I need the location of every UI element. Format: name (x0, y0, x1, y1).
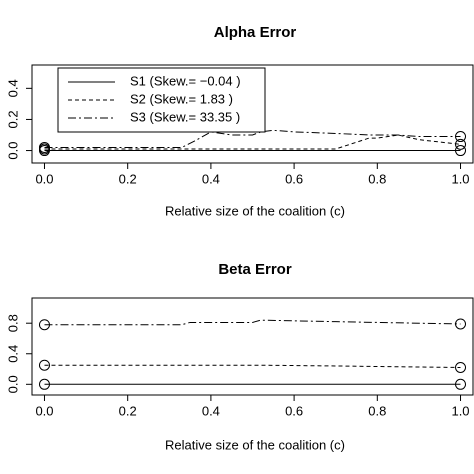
x-tick-label: 0.6 (285, 171, 303, 186)
end-marker (38, 378, 50, 390)
series-line (44, 129, 461, 148)
end-marker (38, 359, 50, 371)
end-marker (455, 378, 467, 390)
x-axis-label: Relative size of the coalition (c) (165, 203, 345, 218)
legend-label: S2 (Skew.= 1.83 ) (130, 91, 233, 106)
series-line (44, 364, 461, 369)
end-marker (455, 318, 467, 330)
plot-frame (31, 297, 474, 396)
x-tick-label: 0.0 (35, 171, 53, 186)
x-tick-label: 0.2 (119, 403, 137, 418)
x-tick-label: 0.8 (368, 171, 386, 186)
x-tick-label: 1.0 (451, 403, 469, 418)
chart-title: Alpha Error (214, 24, 297, 41)
x-tick-label: 0.2 (119, 171, 137, 186)
x-axis-label: Relative size of the coalition (c) (165, 437, 345, 452)
end-marker (455, 362, 467, 374)
chart-title: Beta Error (218, 261, 292, 278)
end-marker (38, 141, 50, 153)
x-tick-label: 0.0 (35, 403, 53, 418)
end-marker (455, 131, 467, 143)
end-marker (455, 145, 467, 157)
legend-label: S1 (Skew.= −0.04 ) (130, 73, 241, 88)
y-tick-label: 0.4 (5, 345, 20, 363)
end-marker (38, 319, 50, 331)
y-tick-label: 0.2 (5, 110, 20, 128)
legend-label: S3 (Skew.= 33.35 ) (130, 109, 240, 124)
series-line (44, 319, 461, 326)
x-tick-label: 0.4 (202, 171, 220, 186)
y-tick-label: 0.8 (5, 314, 20, 332)
plot-frame (31, 64, 474, 164)
x-tick-label: 0.6 (285, 403, 303, 418)
y-tick-label: 0.0 (5, 375, 20, 393)
y-tick-label: 0.0 (5, 142, 20, 160)
y-tick-label: 0.4 (5, 79, 20, 97)
x-tick-label: 0.4 (202, 403, 220, 418)
x-tick-label: 0.8 (368, 403, 386, 418)
series-line (44, 134, 461, 150)
end-marker (455, 138, 467, 150)
x-tick-label: 1.0 (451, 171, 469, 186)
